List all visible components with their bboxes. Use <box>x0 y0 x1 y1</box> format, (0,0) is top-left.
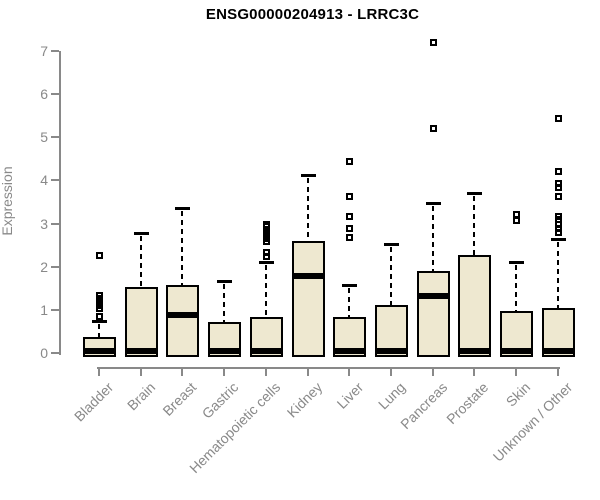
median-line <box>249 347 283 354</box>
outlier-point <box>346 158 354 166</box>
whisker-line <box>98 323 100 338</box>
box <box>166 285 200 357</box>
y-tick <box>51 93 59 96</box>
whisker-line <box>515 265 518 312</box>
median-line <box>166 312 200 319</box>
box <box>291 241 325 357</box>
median-line <box>208 347 242 354</box>
x-tick <box>223 369 226 376</box>
outlier-point <box>96 252 103 260</box>
x-tick <box>306 369 309 376</box>
whisker-cap <box>258 260 274 264</box>
outlier-point <box>262 248 270 256</box>
x-tick <box>515 369 518 376</box>
whisker-cap <box>550 237 566 241</box>
x-tick <box>431 369 434 376</box>
median-line <box>541 347 575 354</box>
x-tick <box>98 369 100 376</box>
whisker-cap <box>384 242 400 246</box>
whisker-line <box>556 241 559 309</box>
x-tick <box>348 369 351 376</box>
chart-title: ENSG00000204913 - LRRC3C <box>205 6 420 23</box>
whisker-line <box>473 196 476 256</box>
whisker-line <box>223 283 226 323</box>
whisker-line <box>306 178 309 243</box>
y-tick <box>51 222 59 225</box>
box <box>458 254 492 357</box>
box <box>124 287 158 357</box>
outlier-point <box>554 192 562 200</box>
whisker-cap <box>342 284 358 288</box>
whisker-cap <box>467 192 483 196</box>
y-tick <box>51 50 59 53</box>
median-line <box>500 347 534 354</box>
whisker-line <box>431 206 434 273</box>
x-tick <box>390 369 393 376</box>
median-line <box>83 347 116 354</box>
y-tick-label: 4 <box>40 172 48 189</box>
whisker-cap <box>425 202 441 206</box>
x-tick <box>181 369 184 376</box>
y-tick-label: 0 <box>40 345 48 361</box>
y-tick <box>51 265 59 268</box>
whisker-cap <box>217 279 233 283</box>
outlier-point <box>96 313 103 321</box>
y-tick <box>51 308 59 311</box>
outlier-point <box>96 291 103 299</box>
median-line <box>333 347 367 354</box>
y-tick-label: 3 <box>40 215 48 232</box>
median-line <box>416 292 450 299</box>
y-tick-label: 2 <box>40 258 48 275</box>
median-line <box>458 347 492 354</box>
outlier-point <box>346 192 354 200</box>
y-tick-label: 6 <box>40 86 48 103</box>
outlier-point <box>346 233 354 241</box>
whisker-line <box>264 264 267 318</box>
whisker-cap <box>133 232 149 236</box>
outlier-point <box>262 220 270 228</box>
x-tick <box>473 369 476 376</box>
outlier-point <box>554 167 562 175</box>
outlier-point <box>554 179 562 187</box>
outlier-point <box>513 217 521 225</box>
outlier-point <box>554 213 562 221</box>
outlier-point <box>554 114 562 122</box>
whisker-line <box>181 211 184 287</box>
whisker-line <box>390 246 393 307</box>
x-tick <box>264 369 267 376</box>
y-tick <box>51 179 59 182</box>
outlier-point <box>346 212 354 220</box>
y-tick <box>51 352 59 354</box>
y-axis-label: Expression <box>0 166 15 236</box>
median-line <box>124 347 158 354</box>
outlier-point <box>429 124 437 132</box>
x-axis-line <box>97 367 560 369</box>
y-tick-label: 7 <box>40 43 48 60</box>
outlier-point <box>513 211 521 219</box>
y-axis-line <box>59 51 61 355</box>
whisker-line <box>139 236 142 289</box>
whisker-cap <box>300 174 316 178</box>
x-tick <box>139 369 142 376</box>
y-tick <box>51 136 59 139</box>
whisker-line <box>348 288 351 318</box>
y-tick-label: 5 <box>40 129 48 146</box>
x-tick <box>556 369 559 376</box>
y-tick-label: 1 <box>40 301 48 318</box>
median-line <box>291 273 325 280</box>
median-line <box>375 347 409 354</box>
whisker-cap <box>175 207 191 211</box>
whisker-cap <box>92 319 107 323</box>
box <box>416 271 450 357</box>
outlier-point <box>429 39 437 47</box>
outlier-point <box>346 224 354 232</box>
whisker-cap <box>509 261 525 265</box>
